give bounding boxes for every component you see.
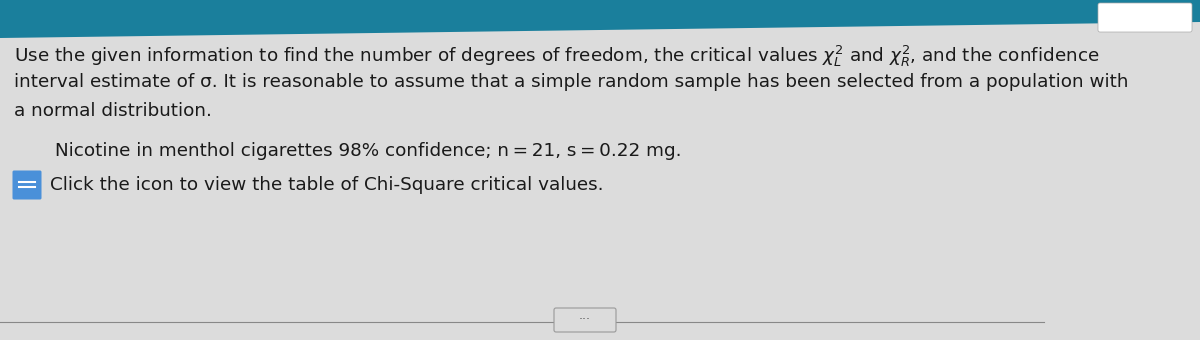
Text: Use the given information to find the number of degrees of freedom, the critical: Use the given information to find the nu…	[14, 44, 1099, 69]
FancyBboxPatch shape	[554, 308, 616, 332]
FancyBboxPatch shape	[1098, 3, 1192, 32]
Polygon shape	[0, 0, 1200, 38]
Text: interval estimate of σ. It is reasonable to assume that a simple random sample h: interval estimate of σ. It is reasonable…	[14, 73, 1128, 91]
FancyBboxPatch shape	[12, 170, 42, 200]
Text: Nicotine in menthol cigarettes 98% confidence; n = 21, s = 0.22 mg.: Nicotine in menthol cigarettes 98% confi…	[55, 142, 682, 160]
Text: ···: ···	[580, 313, 592, 326]
Text: Click the icon to view the table of Chi-Square critical values.: Click the icon to view the table of Chi-…	[50, 176, 604, 194]
Text: a normal distribution.: a normal distribution.	[14, 102, 212, 120]
